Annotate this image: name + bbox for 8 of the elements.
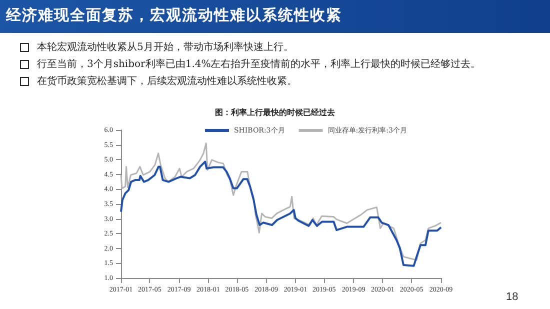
text: 本轮宏观流动性收紧从5月开始，带动市场利率快速上行。 (37, 40, 294, 54)
text: 行至当前，3个月shibor利率已由1.4%左右抬升至疫情前的水平，利率上行最快的时候已经够过去。 (37, 58, 481, 71)
text: 18 (506, 291, 518, 303)
line-series (120, 160, 442, 267)
line-series (120, 142, 442, 261)
chart-subtitle: 图：利率上行最快的时候已经过去 (214, 107, 336, 118)
text: 在货币政策宽松基调下，后续宏观流动性难以系统性收紧。 (37, 74, 297, 88)
chart-title: 经济难现全面复苏，宏观流动性难以系统性收紧 (6, 6, 342, 25)
